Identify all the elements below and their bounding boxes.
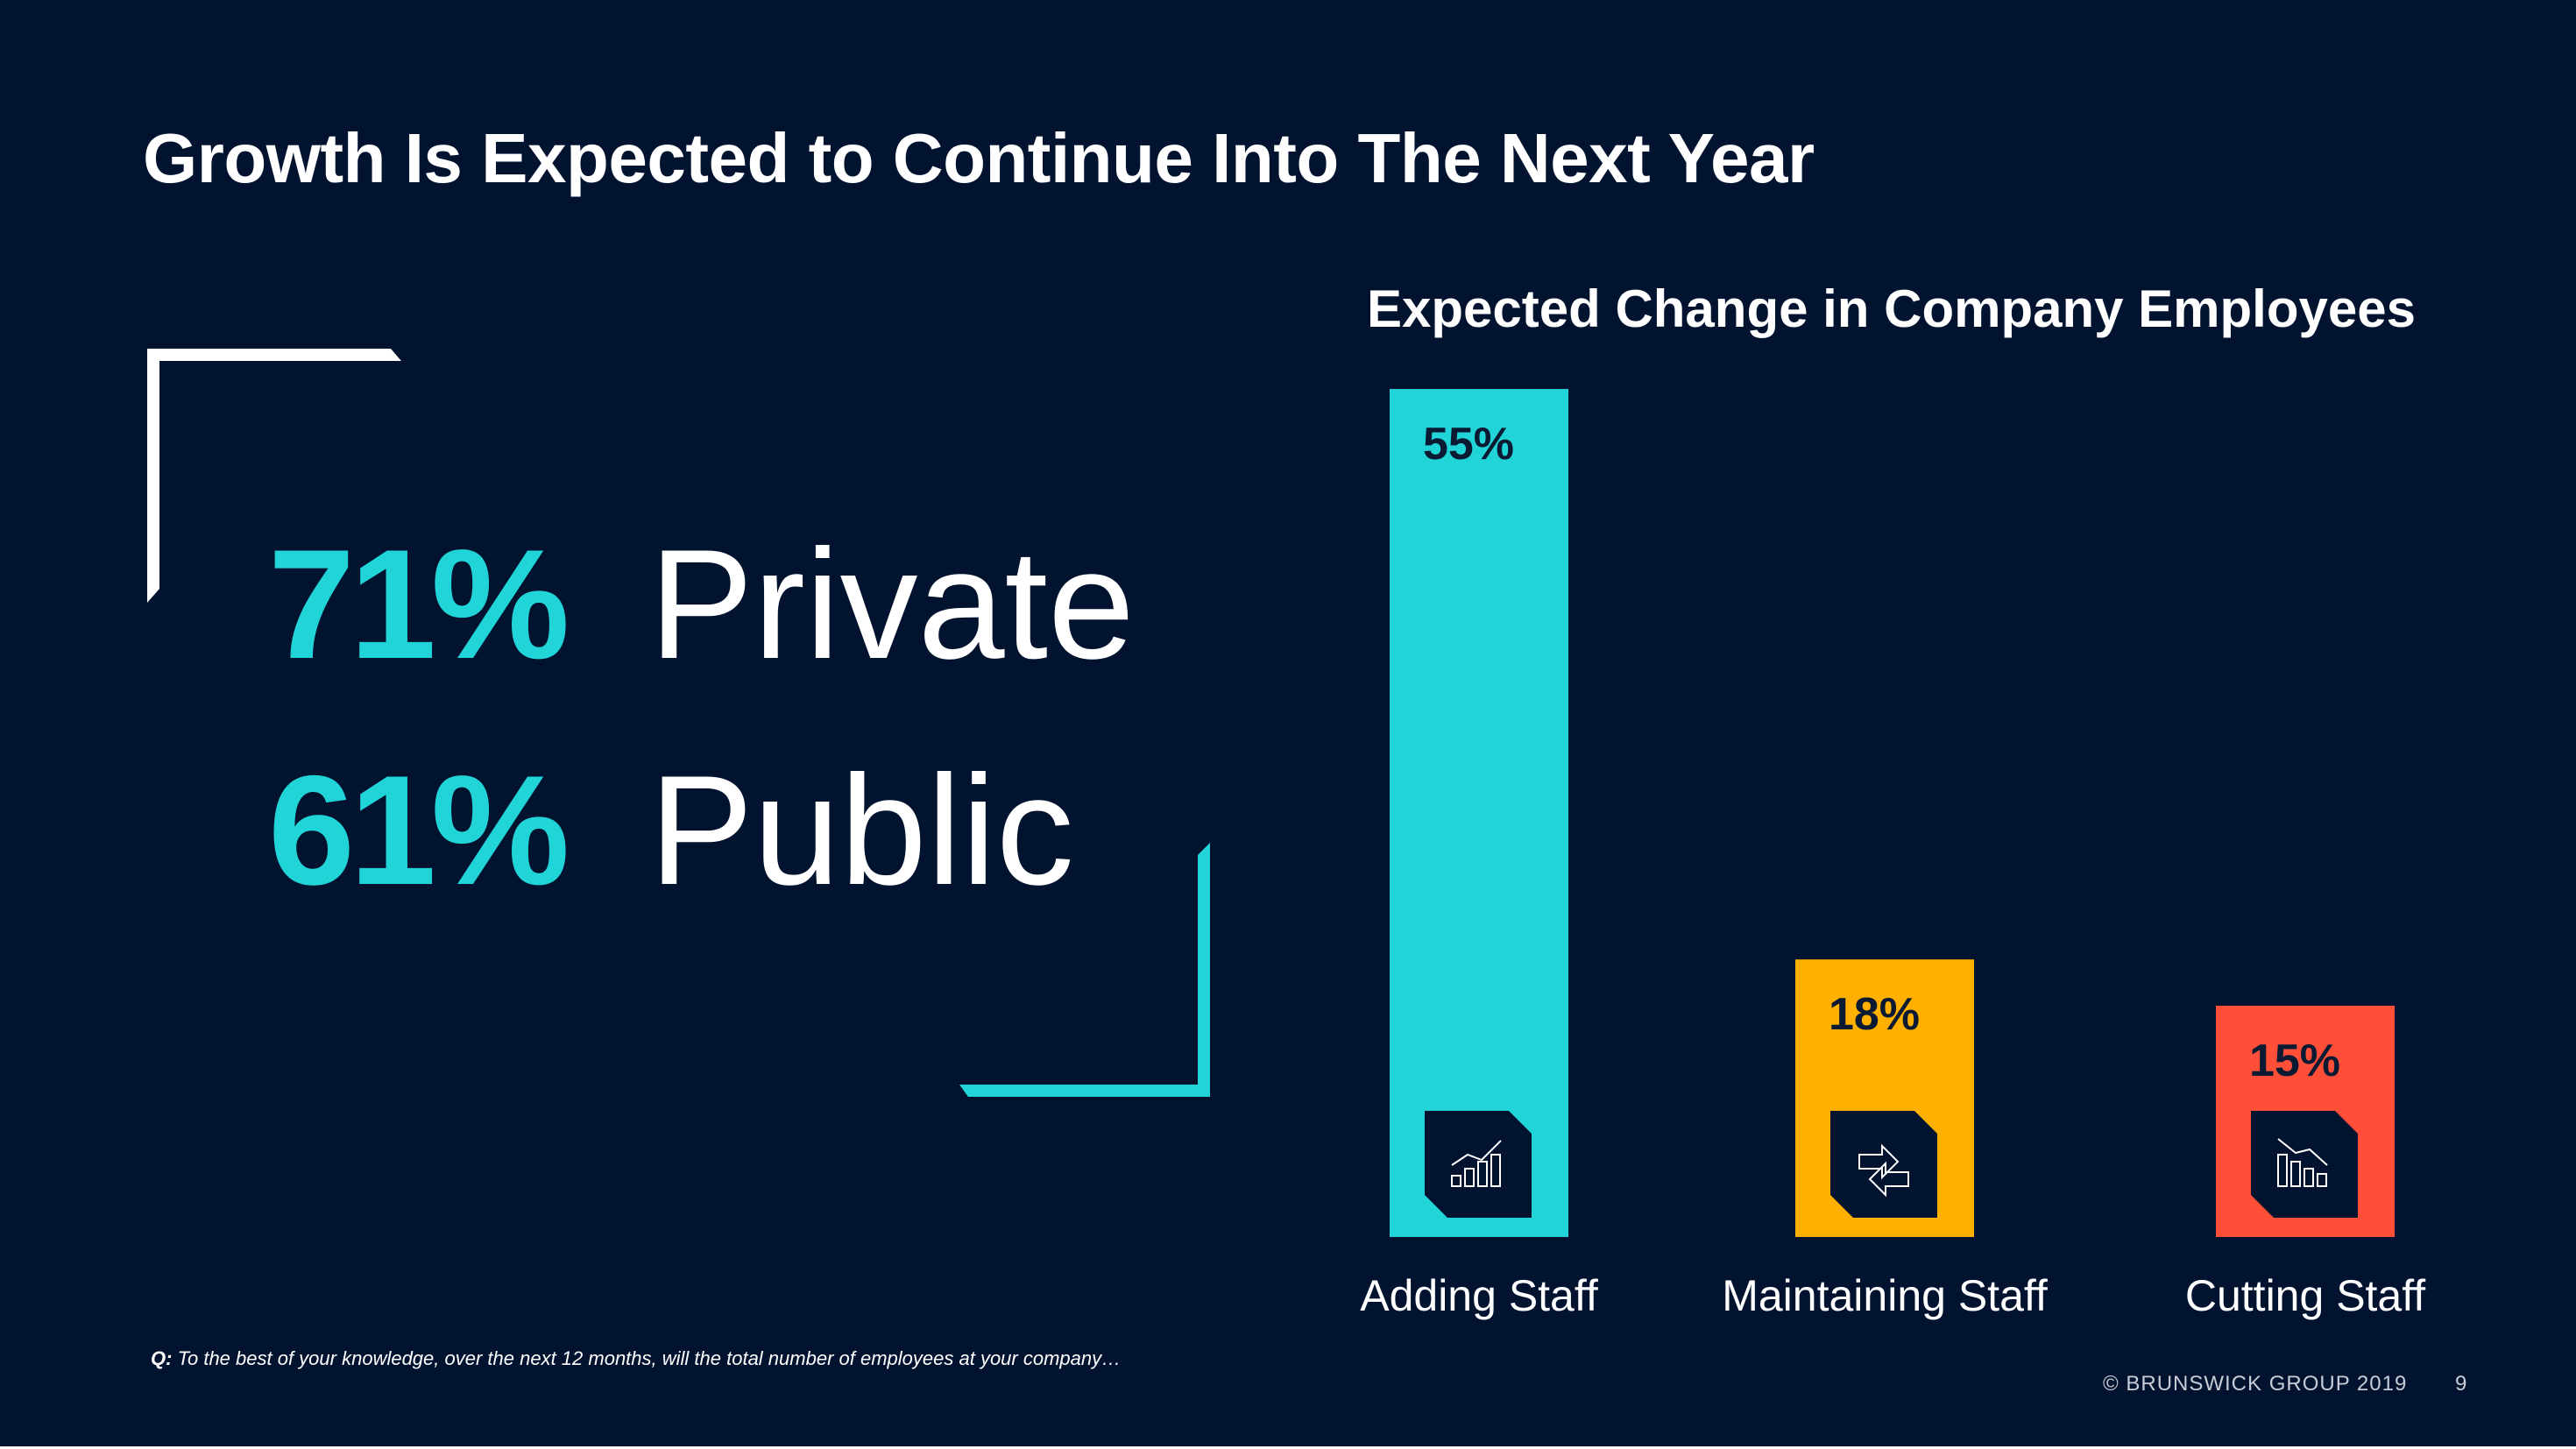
growth-chart-icon bbox=[1425, 1111, 1532, 1218]
page-title: Growth Is Expected to Continue Into The … bbox=[143, 119, 1815, 197]
bar-1 bbox=[1390, 389, 1568, 1237]
stat-private-label: Private bbox=[649, 517, 1135, 691]
copyright: © BRUNSWICK GROUP 2019 bbox=[2103, 1372, 2408, 1396]
bar-value-label: 55% bbox=[1423, 419, 1514, 470]
chart-title: Expected Change in Company Employees bbox=[1367, 279, 2416, 338]
stat-private-percent: 71% bbox=[268, 517, 570, 691]
bar-value-label: 15% bbox=[2249, 1036, 2340, 1086]
survey-question: Q: To the best of your knowledge, over t… bbox=[151, 1347, 1121, 1370]
page-number: 9 bbox=[2455, 1372, 2467, 1396]
x-tick-label: Adding Staff bbox=[1360, 1271, 1598, 1320]
stat-public-percent: 61% bbox=[268, 743, 570, 917]
stat-public-label: Public bbox=[649, 743, 1074, 917]
decline-chart-icon bbox=[2251, 1111, 2358, 1218]
bar-value-label: 18% bbox=[1829, 989, 1920, 1040]
exchange-arrows-icon bbox=[1830, 1111, 1937, 1218]
x-tick-label: Cutting Staff bbox=[2185, 1271, 2425, 1320]
question-text: To the best of your knowledge, over the … bbox=[172, 1347, 1122, 1369]
x-tick-label: Maintaining Staff bbox=[1722, 1271, 2048, 1320]
question-prefix: Q: bbox=[151, 1347, 173, 1369]
